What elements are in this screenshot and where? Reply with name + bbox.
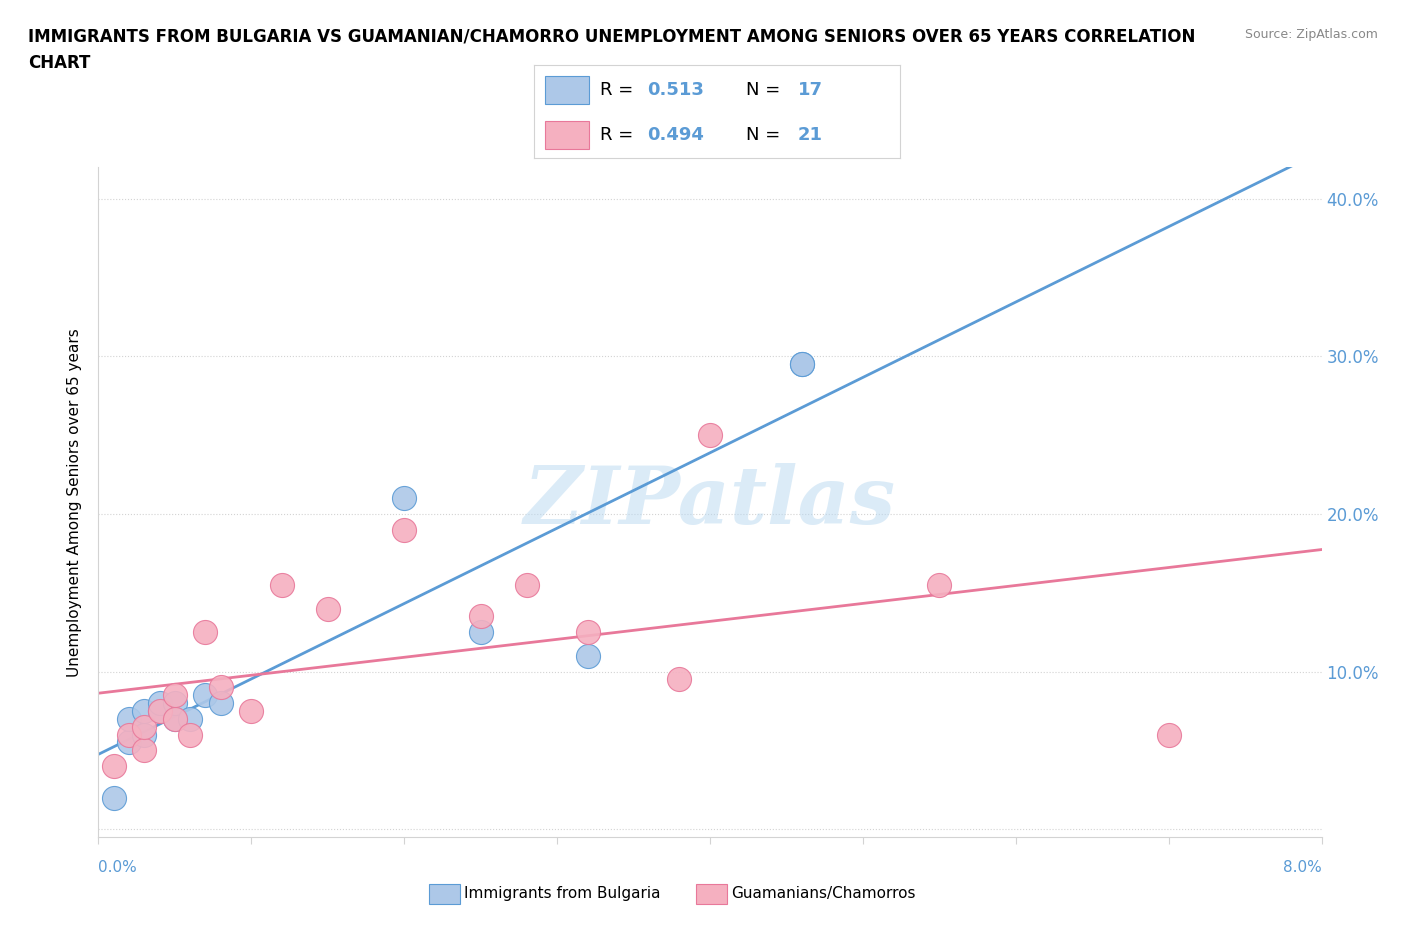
Point [699, 428, 721, 443]
Text: R =: R = [600, 81, 640, 100]
Text: Source: ZipAtlas.com: Source: ZipAtlas.com [1244, 28, 1378, 41]
Point [179, 711, 201, 726]
FancyBboxPatch shape [546, 76, 589, 104]
Point [194, 625, 217, 640]
Point [163, 711, 186, 726]
Point [134, 719, 156, 734]
Text: 17: 17 [797, 81, 823, 100]
Text: Guamanians/Chamorros: Guamanians/Chamorros [731, 886, 915, 901]
Point [163, 711, 186, 726]
Text: 0.494: 0.494 [648, 126, 704, 144]
Text: 0.513: 0.513 [648, 81, 704, 100]
Text: N =: N = [747, 126, 786, 144]
Point [576, 648, 599, 663]
Text: CHART: CHART [28, 54, 90, 72]
Point [103, 790, 125, 805]
Point [316, 601, 339, 616]
Point [928, 578, 950, 592]
Point [149, 703, 172, 718]
Point [103, 759, 125, 774]
Point [516, 578, 538, 592]
Point [179, 727, 201, 742]
Point [163, 688, 186, 703]
Point [790, 357, 813, 372]
Point [240, 703, 263, 718]
Point [149, 703, 172, 718]
Point [470, 609, 492, 624]
Point [134, 743, 156, 758]
Point [118, 711, 141, 726]
Point [270, 578, 294, 592]
Point [209, 696, 232, 711]
Point [668, 672, 690, 687]
Point [1157, 727, 1180, 742]
Point [392, 523, 416, 538]
Text: Immigrants from Bulgaria: Immigrants from Bulgaria [464, 886, 661, 901]
Point [118, 735, 141, 750]
Point [209, 680, 232, 695]
Point [118, 727, 141, 742]
Point [134, 727, 156, 742]
Point [790, 357, 813, 372]
Text: IMMIGRANTS FROM BULGARIA VS GUAMANIAN/CHAMORRO UNEMPLOYMENT AMONG SENIORS OVER 6: IMMIGRANTS FROM BULGARIA VS GUAMANIAN/CH… [28, 28, 1195, 46]
Text: 21: 21 [797, 126, 823, 144]
Point [392, 491, 416, 506]
Text: 8.0%: 8.0% [1282, 860, 1322, 875]
Y-axis label: Unemployment Among Seniors over 65 years: Unemployment Among Seniors over 65 years [67, 328, 83, 677]
Point [194, 688, 217, 703]
Text: 0.0%: 0.0% [98, 860, 138, 875]
Text: ZIPatlas: ZIPatlas [524, 463, 896, 541]
Point [134, 703, 156, 718]
Point [149, 696, 172, 711]
Point [576, 625, 599, 640]
FancyBboxPatch shape [546, 121, 589, 149]
Point [470, 625, 492, 640]
Text: N =: N = [747, 81, 786, 100]
Text: R =: R = [600, 126, 640, 144]
Point [163, 696, 186, 711]
